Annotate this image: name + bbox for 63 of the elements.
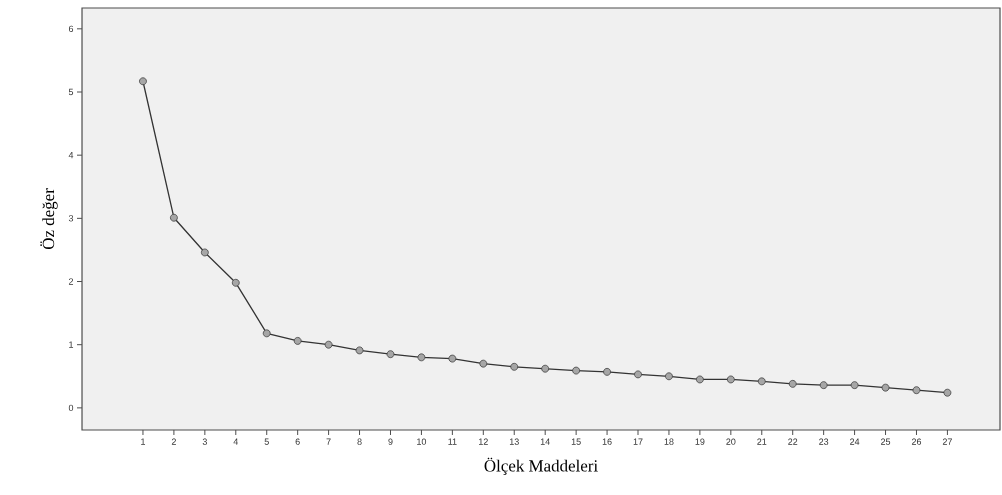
point	[231, 278, 240, 287]
x-tick-label: 19	[695, 438, 705, 445]
point	[139, 77, 147, 86]
x-tick-label: 11	[448, 438, 457, 445]
x-tick-label: 22	[788, 438, 798, 445]
x-tick-label: 18	[664, 438, 674, 445]
point	[386, 350, 395, 359]
point	[726, 375, 735, 384]
x-tick-label: 10	[417, 438, 427, 445]
point	[293, 337, 302, 345]
point	[355, 346, 364, 355]
y-tick-label: 1	[69, 341, 74, 348]
x-tick-label: 16	[602, 438, 612, 445]
y-tick-label: 6	[68, 25, 74, 33]
x-tick-label: 5	[264, 438, 269, 445]
x-tick-label: 4	[233, 438, 239, 445]
y-tick-label: 5	[68, 88, 74, 96]
x-tick-label: 24	[850, 438, 860, 445]
point	[943, 388, 952, 397]
y-tick-label: 4	[68, 152, 74, 159]
point	[572, 366, 581, 375]
x-tick-label: 8	[357, 438, 362, 445]
x-tick-label: 15	[571, 438, 581, 445]
point	[881, 383, 890, 392]
point	[757, 377, 766, 386]
point	[510, 362, 519, 371]
point	[665, 372, 673, 381]
point	[912, 386, 921, 395]
x-tick-label: 23	[819, 438, 829, 445]
x-tick-label: 20	[726, 438, 736, 445]
x-tick-label: 1	[141, 438, 146, 445]
x-tick-label: 26	[911, 438, 922, 445]
point	[850, 381, 859, 390]
x-tick-label: 9	[388, 438, 393, 445]
x-tick-label: 17	[633, 438, 643, 445]
x-tick-label: 6	[295, 438, 300, 445]
point	[603, 367, 611, 376]
point	[788, 379, 797, 388]
point	[417, 353, 426, 362]
x-tick-label: 7	[326, 438, 331, 445]
y-tick-label: 3	[68, 215, 74, 222]
point	[262, 329, 271, 338]
point	[695, 375, 704, 384]
y-tick-label: 2	[68, 278, 74, 285]
x-tick-label: 13	[509, 438, 519, 445]
point	[634, 370, 642, 379]
point	[448, 354, 457, 363]
x-axis-title: Ölçek Maddeleri	[484, 457, 598, 476]
x-tick-label: 27	[942, 438, 952, 445]
point	[200, 248, 209, 257]
point	[819, 381, 828, 390]
x-tick-label: 2	[171, 438, 176, 445]
point	[170, 213, 178, 222]
point	[479, 359, 488, 368]
point	[324, 340, 333, 349]
x-tick-label: 21	[757, 438, 767, 445]
point	[541, 364, 550, 373]
x-tick-label: 12	[479, 438, 488, 445]
y-axis-title: Öz değer	[40, 188, 58, 250]
x-tick-label: 14	[540, 438, 550, 445]
x-tick-label: 3	[202, 438, 207, 445]
x-tick-label: 25	[881, 438, 891, 445]
y-tick-label: 0	[68, 404, 74, 412]
